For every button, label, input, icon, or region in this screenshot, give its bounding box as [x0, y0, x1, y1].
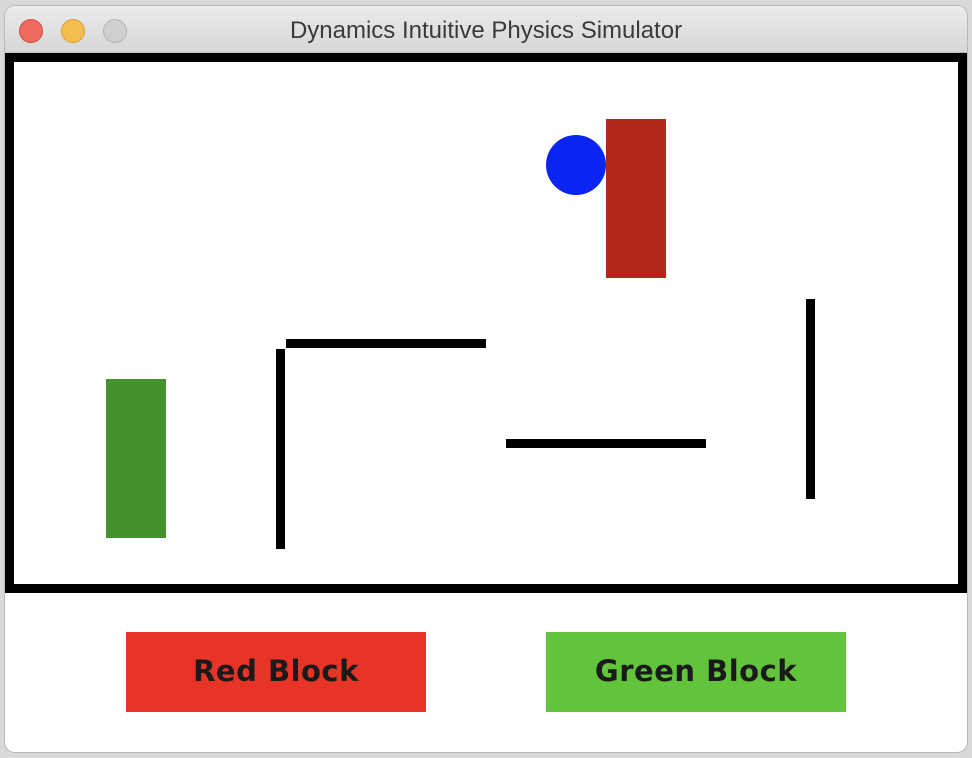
red-block — [606, 119, 666, 278]
wall-vertical-left — [276, 349, 285, 549]
close-window-button[interactable] — [19, 19, 43, 43]
green-block-button[interactable]: Green Block — [546, 632, 846, 712]
wall-horizontal-top — [286, 339, 486, 348]
minimize-window-button[interactable] — [61, 19, 85, 43]
app-window: Dynamics Intuitive Physics Simulator Red… — [5, 6, 967, 752]
green-block — [106, 379, 166, 538]
wall-horizontal-middle — [506, 439, 706, 448]
zoom-window-button[interactable] — [103, 19, 127, 43]
title-bar: Dynamics Intuitive Physics Simulator — [5, 6, 967, 53]
wall-vertical-right — [806, 299, 815, 499]
window-title: Dynamics Intuitive Physics Simulator — [289, 17, 683, 44]
blue-ball — [546, 135, 606, 195]
simulation-canvas[interactable] — [5, 53, 967, 593]
red-block-button[interactable]: Red Block — [126, 632, 426, 712]
